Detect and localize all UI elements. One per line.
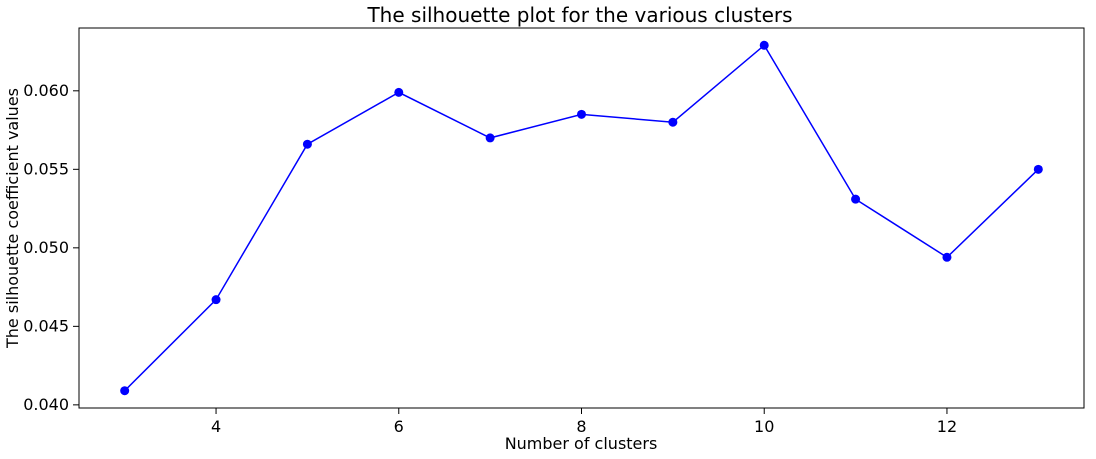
plot-area-frame [78, 27, 1085, 409]
x-tick-label: 10 [754, 417, 774, 436]
data-point [1033, 164, 1043, 174]
data-point [302, 139, 312, 149]
y-axis: 0.040 0.045 0.050 0.055 0.060 [23, 81, 79, 414]
chart-title: The silhouette plot for the various clus… [366, 3, 792, 27]
data-point [942, 252, 952, 262]
data-point [394, 87, 404, 97]
x-tick-label: 6 [394, 417, 404, 436]
data-point [759, 40, 769, 50]
data-point [851, 194, 861, 204]
x-tick-label: 4 [211, 417, 221, 436]
series-line [124, 44, 1039, 392]
y-axis-label: The silhouette coefficient values [3, 88, 22, 349]
x-tick-label: 8 [576, 417, 586, 436]
y-tick-label: 0.060 [23, 81, 69, 100]
data-point [577, 109, 586, 119]
x-axis-label: Number of clusters [505, 434, 658, 453]
y-tick-label: 0.055 [23, 159, 69, 178]
y-tick-label: 0.050 [23, 238, 69, 257]
x-axis: 4 6 8 10 12 [211, 408, 957, 436]
data-point [485, 133, 495, 143]
data-point [668, 117, 678, 127]
y-tick-label: 0.040 [23, 395, 69, 414]
data-points [120, 40, 1043, 396]
x-tick-label: 12 [937, 417, 957, 436]
data-point [120, 386, 130, 396]
data-point [211, 295, 221, 305]
y-tick-label: 0.045 [23, 316, 69, 335]
